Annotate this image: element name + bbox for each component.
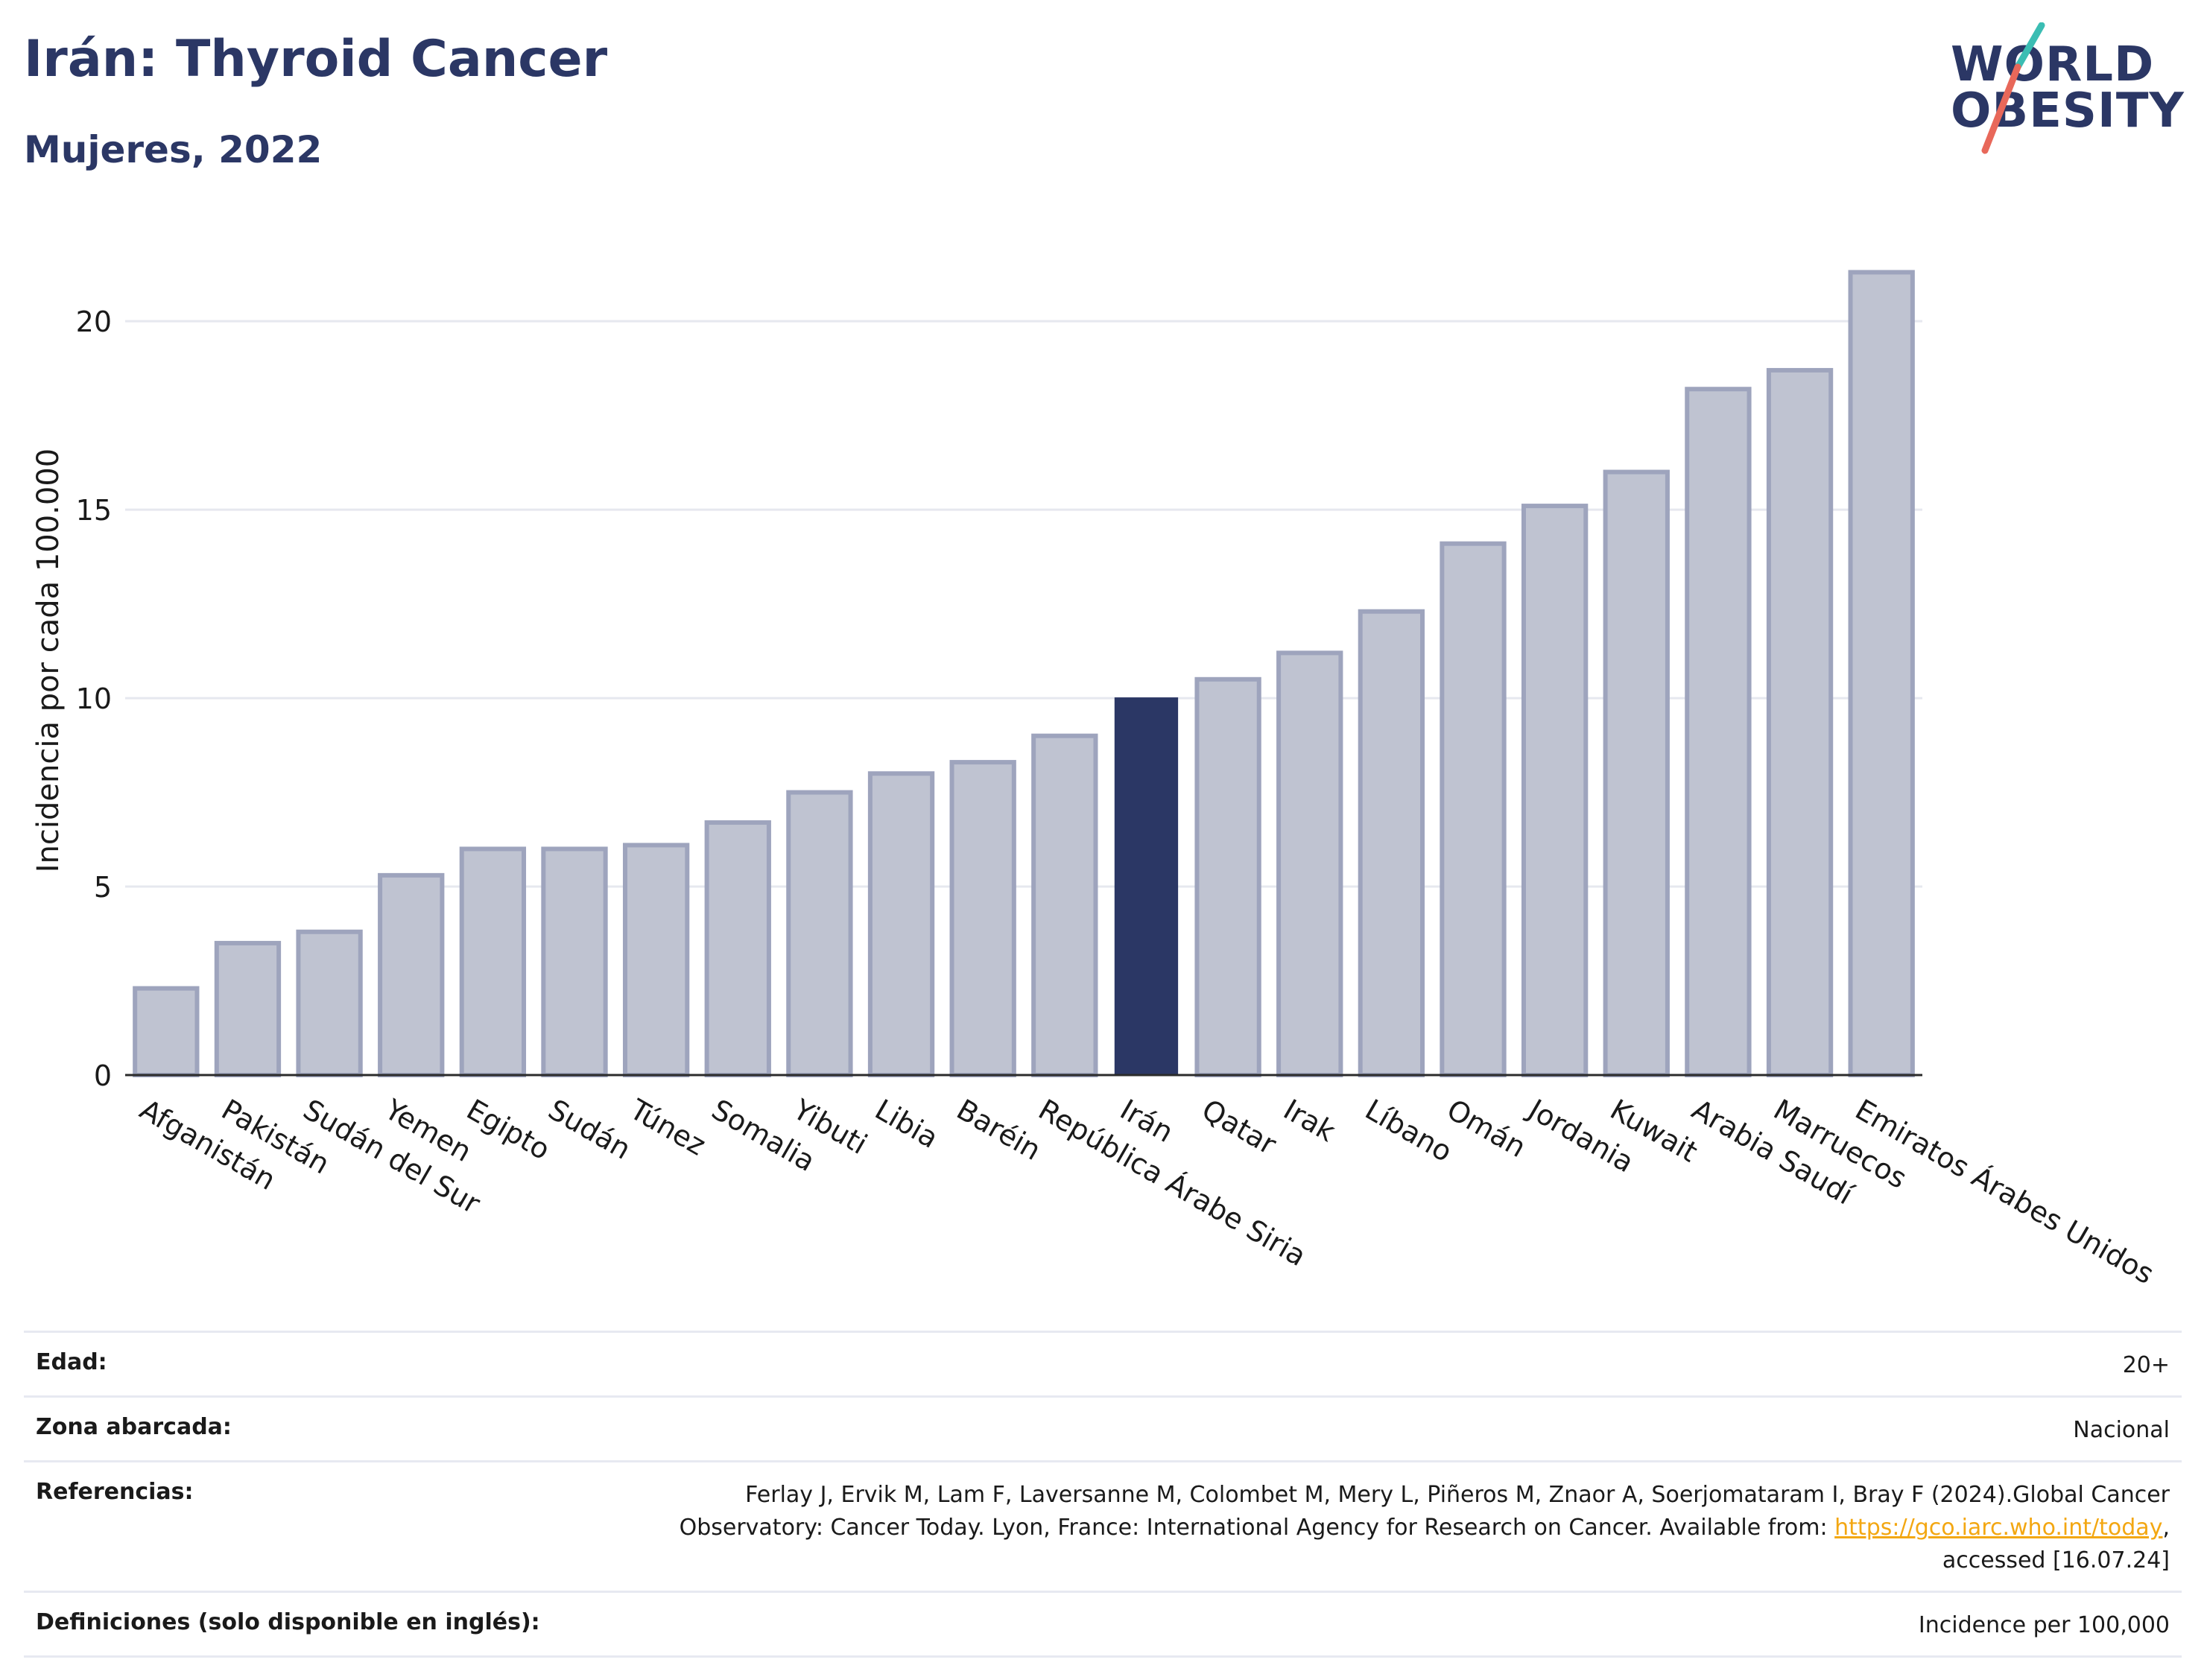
y-tick-label-0: 0 bbox=[94, 1059, 112, 1092]
info-table: Edad: 20+ Zona abarcada: Nacional Refere… bbox=[24, 1331, 2182, 1658]
y-tick-label-5: 5 bbox=[94, 871, 112, 904]
x-tick-label-9: Libia bbox=[870, 1093, 944, 1155]
bar-11 bbox=[1031, 733, 1098, 1077]
x-tick-label-16: Omán bbox=[1442, 1093, 1532, 1164]
age-label: Edad: bbox=[36, 1349, 107, 1375]
bar-17 bbox=[1521, 504, 1589, 1077]
bar-3 bbox=[378, 872, 445, 1077]
x-tick-label-13: Qatar bbox=[1197, 1093, 1282, 1161]
world-obesity-logo: WORLD OBESITY bbox=[1937, 22, 2191, 156]
bar-6 bbox=[622, 843, 690, 1077]
x-tick-label-4: Egipto bbox=[461, 1093, 556, 1167]
info-row-area: Zona abarcada: Nacional bbox=[24, 1395, 2182, 1460]
bar-7 bbox=[704, 820, 771, 1077]
page-title: Irán: Thyroid Cancer bbox=[24, 30, 608, 89]
references-text: Ferlay J, Ervik M, Lam F, Laversanne M, … bbox=[679, 1482, 2170, 1541]
area-value: Nacional bbox=[2073, 1417, 2170, 1443]
bar-12 bbox=[1114, 697, 1179, 1076]
logo-slash-icon bbox=[1981, 22, 2045, 154]
bar-8 bbox=[786, 790, 853, 1077]
bar-5 bbox=[541, 846, 608, 1077]
age-value: 20+ bbox=[2122, 1352, 2170, 1378]
bar-0 bbox=[133, 986, 200, 1077]
bar-10 bbox=[949, 760, 1016, 1077]
y-axis-label: Incidencia por cada 100.000 bbox=[31, 448, 66, 873]
y-tick-label-10: 10 bbox=[76, 682, 112, 715]
references-link[interactable]: https://gco.iarc.who.int/today bbox=[1834, 1515, 2163, 1541]
references-value: Ferlay J, Ervik M, Lam F, Laversanne M, … bbox=[635, 1479, 2170, 1577]
area-label: Zona abarcada: bbox=[36, 1414, 232, 1440]
x-tick-label-10: Baréin bbox=[951, 1093, 1047, 1167]
x-tick-label-15: Líbano bbox=[1360, 1093, 1458, 1168]
bar-21 bbox=[1848, 270, 1915, 1077]
page-subtitle: Mujeres, 2022 bbox=[24, 128, 323, 171]
bar-19 bbox=[1685, 387, 1752, 1077]
definitions-label: Definiciones (solo disponible en inglés)… bbox=[36, 1609, 540, 1635]
logo-line-2: OBESITY bbox=[1951, 83, 2185, 139]
y-tick-label-20: 20 bbox=[76, 305, 112, 338]
info-row-references: Referencias: Ferlay J, Ervik M, Lam F, L… bbox=[24, 1460, 2182, 1591]
info-row-definitions: Definiciones (solo disponible en inglés)… bbox=[24, 1591, 2182, 1658]
bar-13 bbox=[1194, 676, 1261, 1077]
definitions-value: Incidence per 100,000 bbox=[1918, 1612, 2170, 1638]
references-label: Referencias: bbox=[36, 1479, 194, 1505]
bar-2 bbox=[296, 929, 363, 1077]
bar-18 bbox=[1603, 469, 1670, 1077]
bar-14 bbox=[1276, 650, 1343, 1077]
bar-15 bbox=[1358, 609, 1425, 1077]
x-tick-label-14: Irak bbox=[1278, 1093, 1340, 1148]
info-row-age: Edad: 20+ bbox=[24, 1331, 2182, 1395]
x-tick-label-6: Túnez bbox=[624, 1092, 711, 1161]
y-tick-label-15: 15 bbox=[76, 494, 112, 527]
logo-line-1: WORLD bbox=[1951, 37, 2155, 92]
bar-9 bbox=[867, 771, 935, 1077]
bar-16 bbox=[1440, 541, 1507, 1078]
references-text-end: , accessed [16.07.24] bbox=[1942, 1515, 2170, 1573]
x-tick-label-5: Sudán bbox=[543, 1093, 637, 1166]
bar-20 bbox=[1766, 367, 1834, 1077]
bar-1 bbox=[214, 940, 282, 1077]
bar-4 bbox=[459, 846, 527, 1077]
